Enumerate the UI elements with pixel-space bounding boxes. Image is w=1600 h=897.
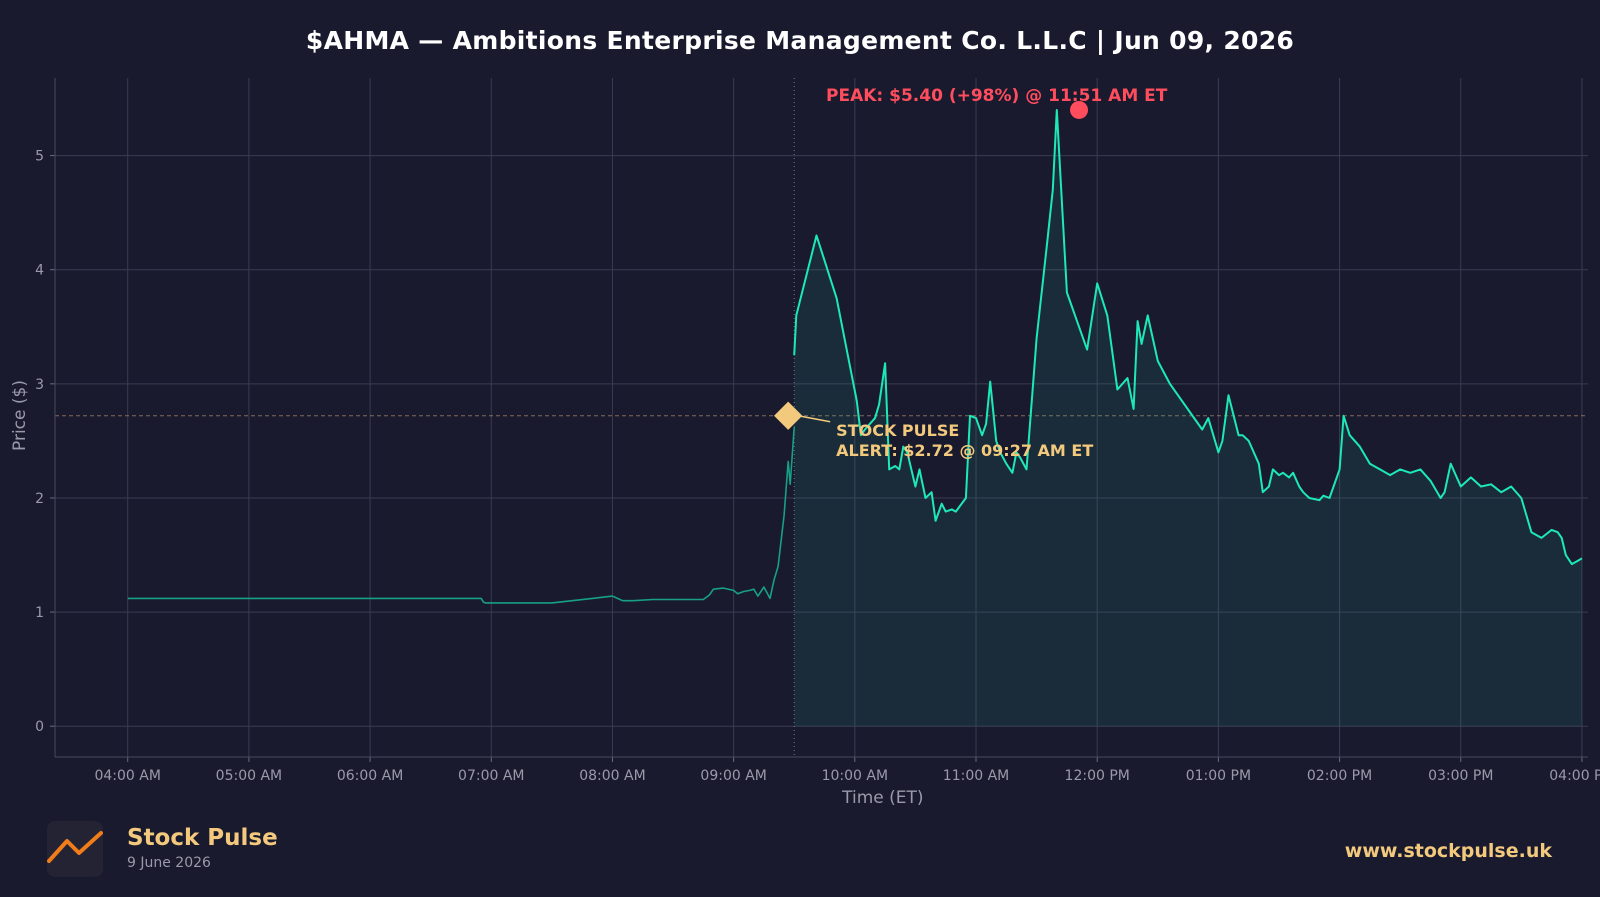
x-tick-label: 11:00 AM (943, 768, 1009, 784)
y-tick-label: 0 (35, 719, 44, 735)
x-tick-label: 08:00 AM (579, 768, 645, 784)
y-tick-label: 2 (35, 491, 44, 507)
brand-name: Stock Pulse (127, 825, 278, 851)
premarket-line (127, 427, 795, 604)
regular-session-line (793, 109, 1583, 566)
chart-title: $AHMA — Ambitions Enterprise Management … (305, 26, 1295, 55)
y-tick-label: 3 (35, 377, 44, 393)
brand-url[interactable]: www.stockpulse.uk (1344, 840, 1552, 862)
x-tick-label: 07:00 AM (458, 768, 524, 784)
peak-marker (1070, 100, 1089, 119)
x-tick-label: 03:00 PM (1428, 768, 1493, 784)
alert-label-line1: STOCK PULSE (836, 421, 959, 440)
alert-label-line2: ALERT: $2.72 @ 09:27 AM ET (836, 441, 1093, 460)
x-tick-label: 12:00 PM (1065, 768, 1130, 784)
grid (55, 78, 1588, 757)
peak-label: PEAK: $5.40 (+98%) @ 11:51 AM ET (826, 86, 1168, 106)
alert-marker (774, 401, 803, 430)
series-lines (127, 109, 1583, 604)
y-tick-label: 1 (35, 605, 44, 621)
area-fill (794, 110, 1582, 727)
y-axis-label: Price ($) (10, 380, 30, 451)
annotations: PEAK: $5.40 (+98%) @ 11:51 AM ET STOCK PU… (774, 86, 1168, 460)
y-tick-label: 5 (35, 149, 44, 165)
x-tick-label: 04:00 PM (1549, 768, 1600, 784)
x-tick-label: 06:00 AM (337, 768, 403, 784)
x-tick-label: 10:00 AM (822, 768, 888, 784)
brand-date: 9 June 2026 (127, 855, 211, 871)
x-tick-label: 04:00 AM (94, 768, 160, 784)
axes: 0 1 2 3 4 5 04:00 AM 05:00 AM 06:00 AM 07:00 AM 08… (35, 78, 1600, 784)
x-axis-label: Time (ET) (841, 788, 923, 808)
x-tick-label: 05:00 AM (216, 768, 282, 784)
x-tick-label: 01:00 PM (1186, 768, 1251, 784)
x-tick-label: 02:00 PM (1307, 768, 1372, 784)
y-tick-label: 4 (35, 263, 44, 279)
x-tick-label: 09:00 AM (700, 768, 766, 784)
alert-pointer (798, 415, 831, 423)
trend-line-icon (47, 821, 103, 877)
session-area (794, 110, 1582, 727)
